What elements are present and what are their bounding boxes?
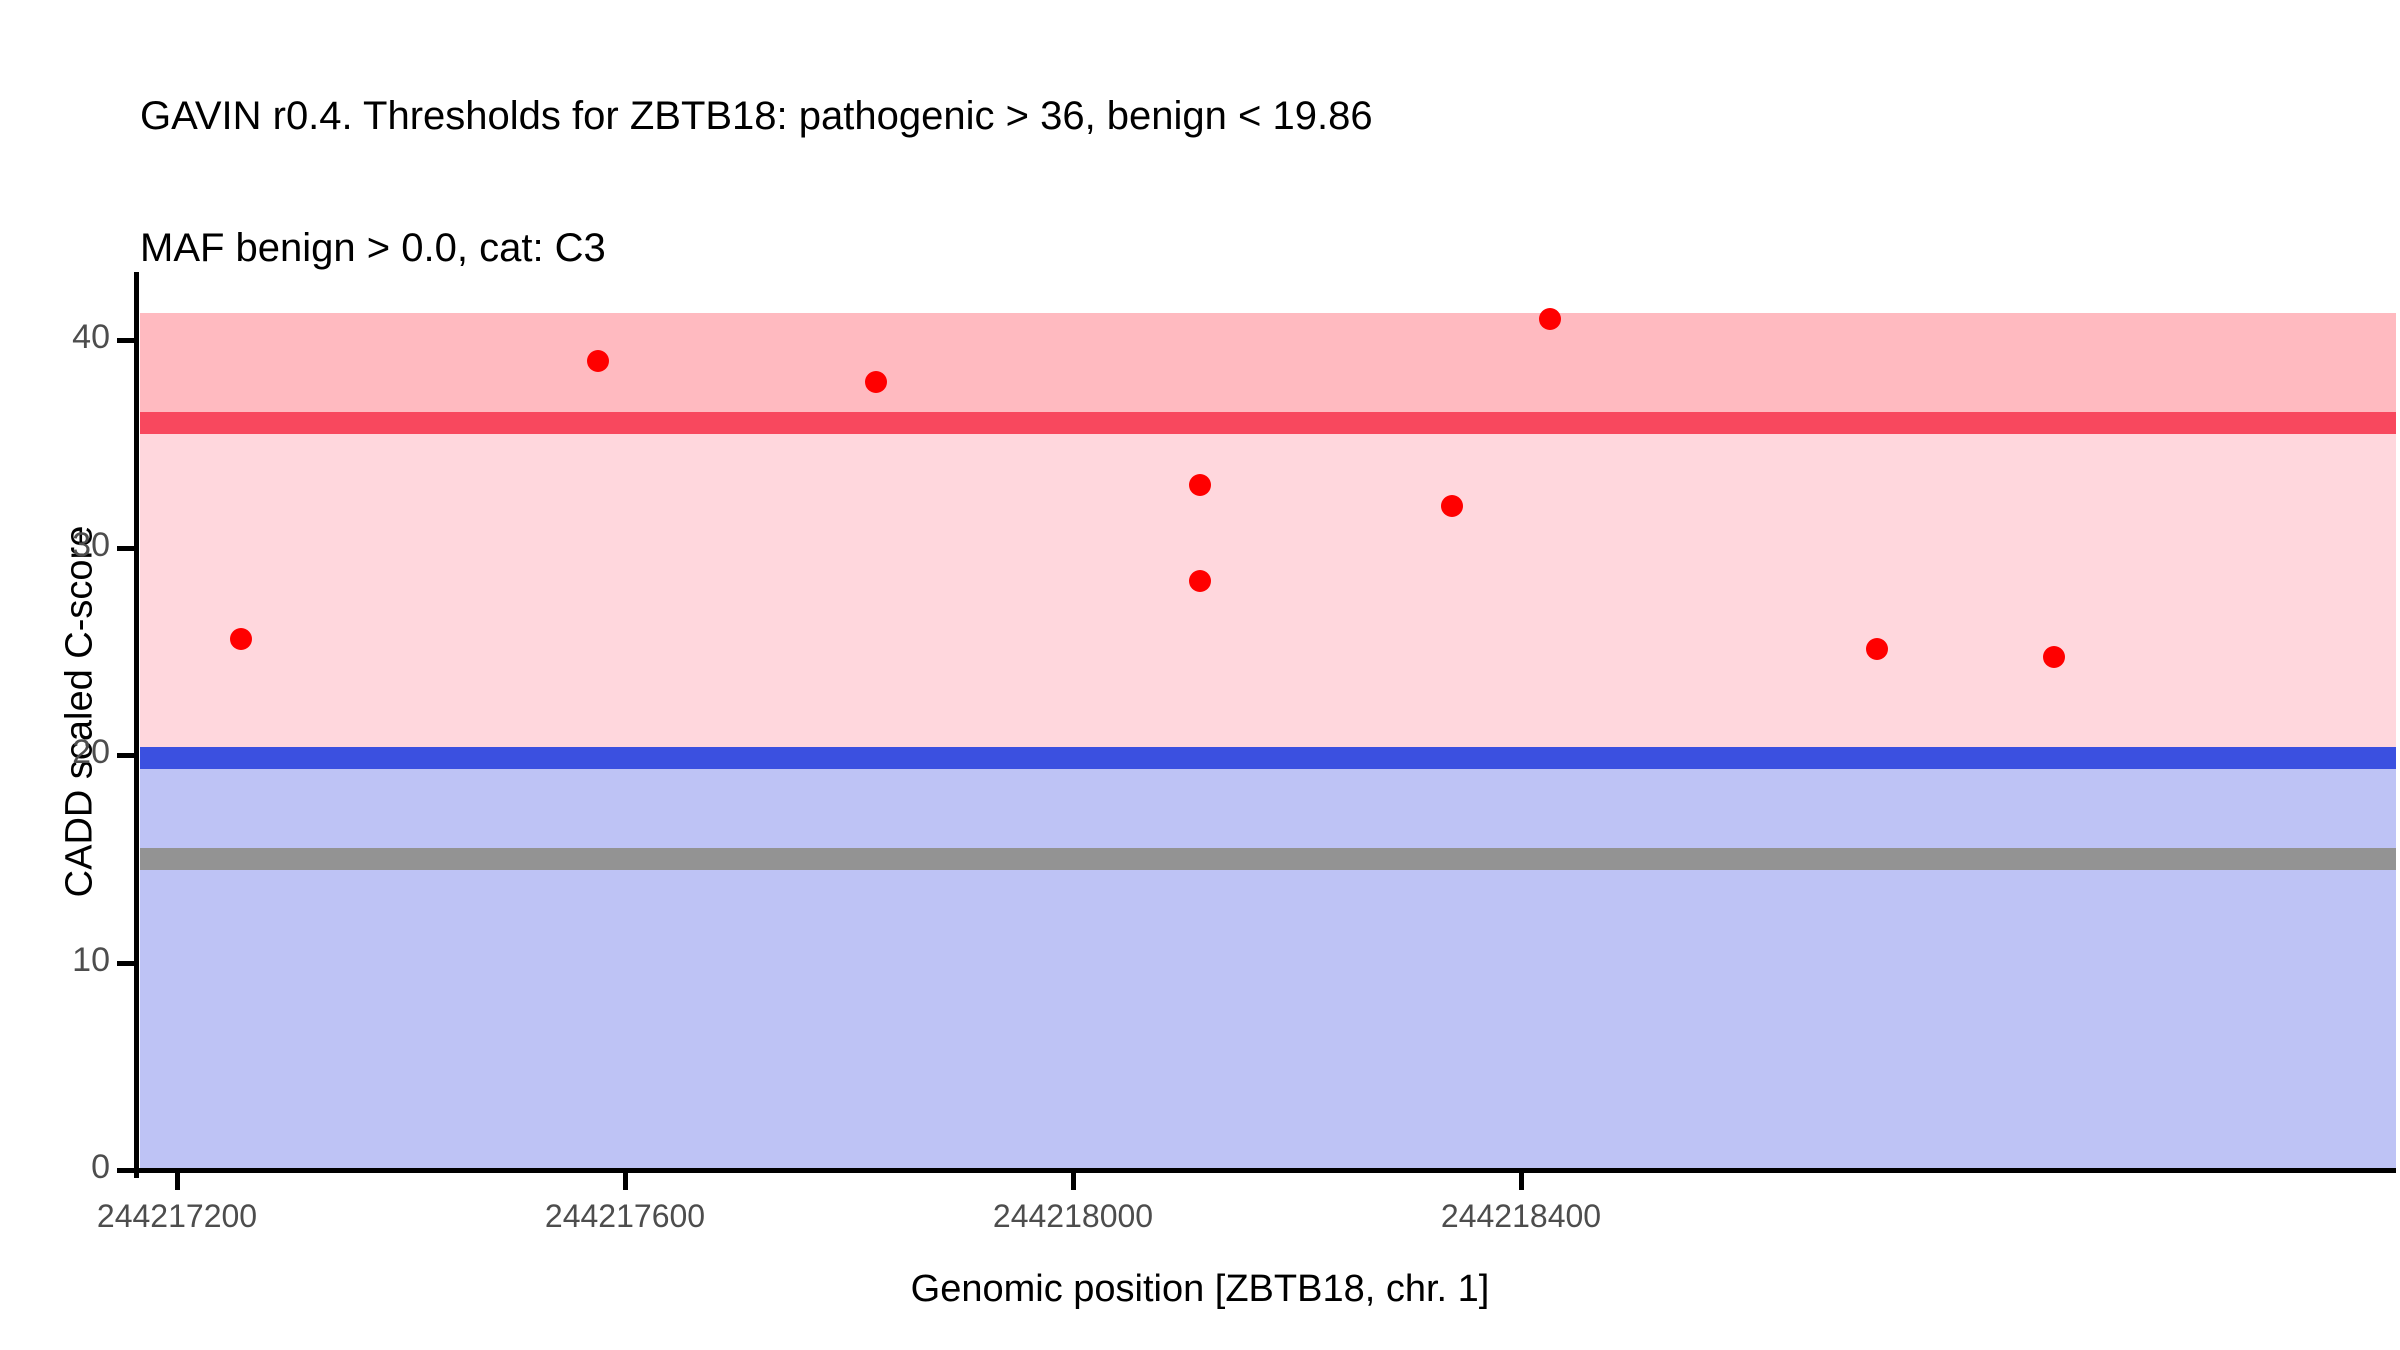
clinvar-variant-point[interactable] <box>1188 474 1211 497</box>
x-tick-mark <box>175 1173 180 1190</box>
y-tick-mark <box>117 1168 134 1173</box>
x-tick-label: 244218000 <box>992 1198 1154 1234</box>
x-tick-label: 244218400 <box>1440 1198 1602 1234</box>
y-tick-label: 30 <box>72 525 110 564</box>
title-line-1: GAVIN r0.4. Thresholds for ZBTB18: patho… <box>140 94 1373 138</box>
benign-threshold-line <box>140 746 2396 769</box>
y-axis-title: CADD scaled C-score <box>58 525 101 898</box>
clinvar-variant-point[interactable] <box>2043 646 2066 669</box>
clinvar-variant-point[interactable] <box>1539 308 1562 331</box>
y-tick-label: 0 <box>91 1148 110 1186</box>
fallback-threshold-line <box>140 847 2396 870</box>
benign-band <box>140 757 2396 1170</box>
x-tick-mark <box>1071 1173 1076 1190</box>
y-tick-mark <box>117 545 134 551</box>
title-line-2: MAF benign > 0.0, cat: C3 <box>140 226 606 270</box>
clinvar-variant-point[interactable] <box>1440 495 1463 517</box>
y-tick-mark <box>117 753 134 758</box>
clinvar-variant-point[interactable] <box>587 349 610 372</box>
clinvar-variant-point[interactable] <box>229 627 252 650</box>
clinvar-variant-point[interactable] <box>864 370 887 393</box>
x-axis-title: Genomic position [ZBTB18, chr. 1] <box>910 1268 1490 1310</box>
pathogenic-upper-band <box>140 313 2396 423</box>
pathogenic-threshold-line <box>140 412 2396 434</box>
clinvar-variant-point[interactable] <box>1188 569 1211 592</box>
y-axis-line <box>134 272 139 1178</box>
x-tick-mark <box>623 1173 628 1190</box>
y-tick-label: 20 <box>72 733 110 771</box>
pathogenic-lower-band <box>140 423 2396 758</box>
x-axis-line <box>134 1168 2396 1173</box>
y-tick-label: 10 <box>72 940 110 979</box>
y-tick-mark <box>117 960 134 966</box>
clinvar-variant-point[interactable] <box>1866 638 1889 661</box>
x-tick-label: 244217600 <box>544 1198 706 1234</box>
y-tick-mark <box>117 338 134 343</box>
plot-panel <box>140 280 2396 1170</box>
y-tick-label: 40 <box>72 318 110 356</box>
x-tick-label: 244217200 <box>96 1198 258 1234</box>
x-tick-mark <box>1519 1173 1524 1190</box>
